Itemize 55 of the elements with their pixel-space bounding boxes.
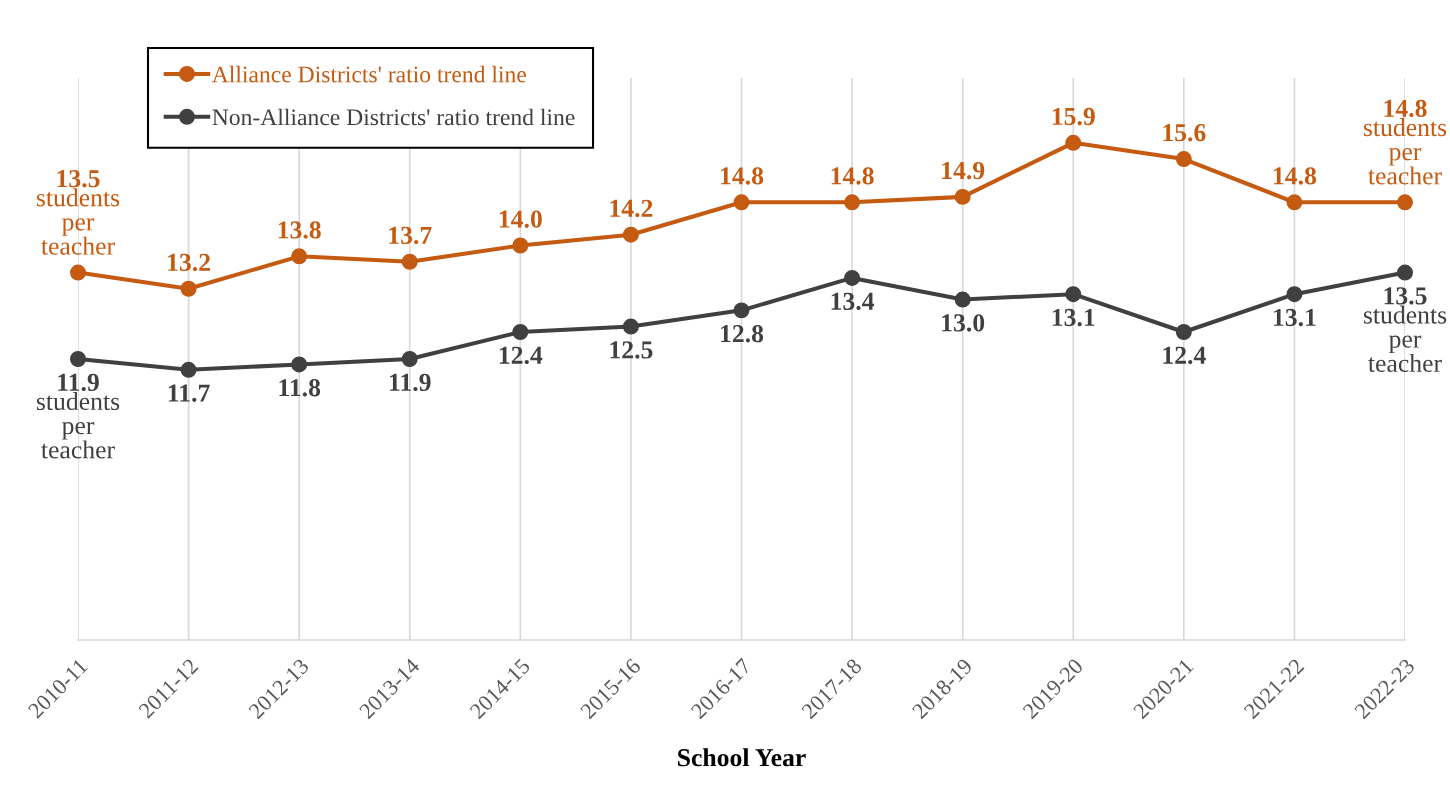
data-label: 12.5 bbox=[610, 341, 653, 359]
point bbox=[180, 361, 197, 378]
data-label: 15.6 bbox=[1163, 124, 1206, 142]
point bbox=[1175, 323, 1192, 340]
data-label: 14.8 bbox=[1273, 167, 1317, 185]
data-label: 14.8 bbox=[721, 167, 764, 185]
data-label: 12.8 bbox=[721, 325, 764, 343]
point bbox=[733, 194, 750, 211]
point bbox=[291, 248, 308, 265]
point bbox=[1397, 264, 1413, 281]
point bbox=[70, 264, 86, 281]
data-label: 15.9 bbox=[1052, 107, 1095, 126]
data-label: 14.2 bbox=[610, 199, 653, 218]
point bbox=[1065, 134, 1082, 151]
point bbox=[70, 351, 86, 367]
legend-label: Alliance Districts' ratio trend line bbox=[211, 65, 526, 83]
data-label: 13.2 bbox=[168, 253, 210, 272]
data-label: 12.4 bbox=[499, 346, 543, 365]
point bbox=[622, 226, 639, 243]
data-label: 13.1 bbox=[1273, 308, 1316, 327]
data-label: 12.4 bbox=[1163, 346, 1206, 365]
point bbox=[512, 323, 529, 340]
point bbox=[401, 351, 418, 367]
point bbox=[1175, 151, 1192, 168]
data-label: 13.7 bbox=[389, 226, 432, 245]
data-label: 14.9 bbox=[942, 161, 985, 180]
point bbox=[844, 194, 861, 211]
data-label: 11.7 bbox=[168, 384, 210, 402]
point bbox=[291, 356, 308, 373]
point bbox=[512, 237, 529, 254]
point bbox=[733, 302, 750, 319]
point bbox=[1397, 194, 1413, 211]
data-label: 13.1 bbox=[1052, 308, 1095, 327]
point bbox=[401, 253, 418, 270]
point bbox=[954, 291, 971, 308]
data-label: 13.8 bbox=[278, 221, 321, 239]
x-axis-title: School Year bbox=[678, 748, 806, 767]
data-label: 13.0 bbox=[942, 314, 985, 332]
point bbox=[954, 188, 971, 205]
point bbox=[180, 280, 197, 297]
point bbox=[844, 269, 861, 286]
data-label: 13.5 students per teacher bbox=[1363, 287, 1447, 373]
point bbox=[1065, 286, 1082, 303]
data-label: 11.9 bbox=[390, 373, 431, 392]
data-label: 13.5 students per teacher bbox=[36, 170, 120, 255]
data-label: 14.0 bbox=[499, 210, 542, 228]
data-label: 14.8 bbox=[831, 167, 874, 185]
point bbox=[1286, 194, 1303, 211]
data-label: 11.9 students per teacher bbox=[36, 373, 120, 459]
point bbox=[622, 318, 639, 335]
data-label: 11.8 bbox=[279, 379, 321, 397]
data-label: 13.4 bbox=[831, 292, 875, 311]
legend-label: Non-Alliance Districts' ratio trend line bbox=[212, 108, 575, 126]
point bbox=[1286, 286, 1303, 303]
data-label: 14.8 students per teacher bbox=[1363, 99, 1447, 185]
